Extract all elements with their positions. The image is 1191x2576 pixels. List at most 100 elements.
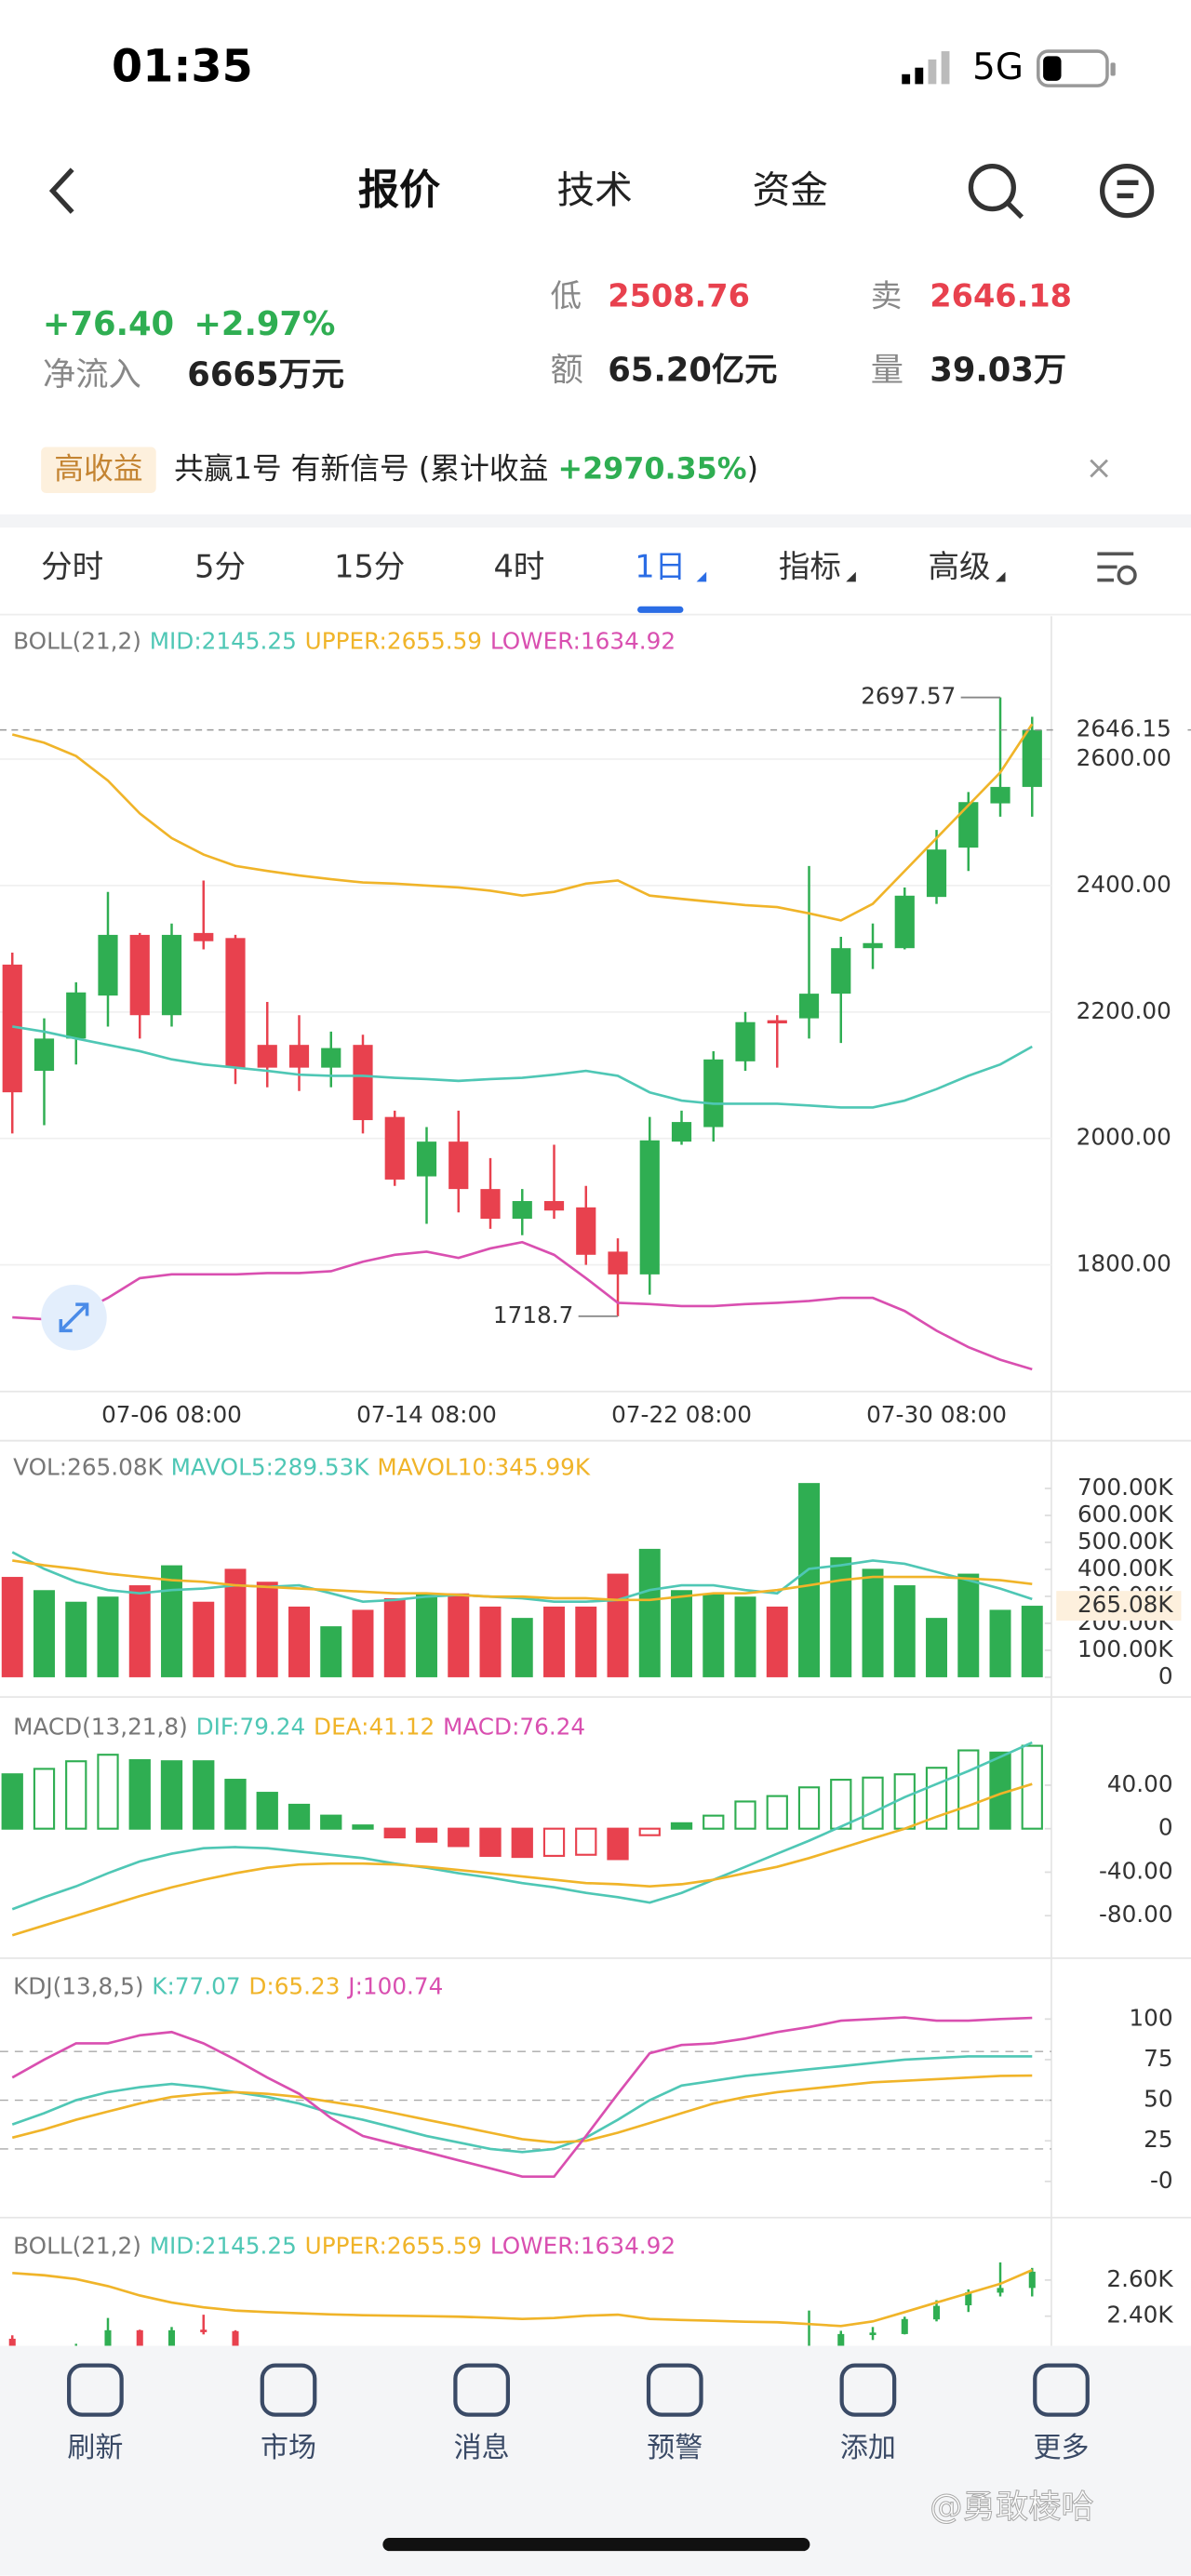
indicator-line bbox=[11, 2074, 1033, 2144]
amount-label: 额 bbox=[550, 351, 582, 389]
change-pct: +2.97% bbox=[194, 305, 335, 343]
x-tick-label: 07-14 08:00 bbox=[356, 1401, 497, 1428]
y-tick-label: 2200.00 bbox=[1077, 997, 1171, 1024]
macd-bar bbox=[734, 1800, 756, 1830]
macd-bar bbox=[448, 1827, 470, 1848]
expand-button[interactable] bbox=[41, 1284, 107, 1351]
candle-body bbox=[480, 1189, 501, 1220]
y-tick-label: -0 bbox=[1150, 2167, 1173, 2194]
volume-bar bbox=[161, 1565, 182, 1677]
candle-body bbox=[33, 1038, 55, 1072]
candles bbox=[8, 2262, 1036, 2346]
legend: KDJ(13,8,5) K:77.07 D:65.23 J:100.74 bbox=[13, 1973, 443, 2000]
candle-body bbox=[671, 1122, 692, 1142]
candle-body bbox=[512, 1201, 532, 1220]
macd-bar bbox=[607, 1827, 629, 1861]
y-tick-label: 500.00K bbox=[1077, 1528, 1173, 1555]
timeframe-tab[interactable]: 分时 bbox=[41, 549, 103, 585]
candle-body bbox=[2, 964, 22, 1093]
nav-tab[interactable]: 资金 bbox=[753, 167, 828, 212]
y-tick-label: -80.00 bbox=[1099, 1901, 1173, 1928]
volume-bar bbox=[128, 1585, 151, 1677]
amount: 65.20亿元 bbox=[608, 351, 777, 389]
tabbar: 刷新 市场 消息 预警 添加 更多 bbox=[67, 2363, 1090, 2464]
y-tick-label: 700.00K bbox=[1077, 1474, 1173, 1501]
macd-bar bbox=[352, 1824, 374, 1830]
tab-label[interactable]: 更多 bbox=[1034, 2432, 1090, 2464]
macd-bar bbox=[862, 1776, 884, 1830]
y-tick-label: 2000.00 bbox=[1077, 1124, 1171, 1151]
sell-label: 卖 bbox=[871, 277, 903, 314]
timeframe-tab[interactable]: 5分 bbox=[194, 549, 246, 585]
candle-body bbox=[576, 1207, 596, 1255]
y-tick-label: 2600.00 bbox=[1077, 744, 1171, 771]
macd-bar bbox=[160, 1760, 183, 1830]
back-button[interactable] bbox=[48, 167, 74, 214]
macd-bar bbox=[320, 1814, 342, 1830]
legend: BOLL(21,2) MID:2145.25 UPPER:2655.59 LOWER:… bbox=[13, 628, 676, 655]
candles bbox=[2, 697, 1042, 1316]
candle-body bbox=[200, 2329, 207, 2332]
indicator-line bbox=[11, 2055, 1033, 2154]
candle-body bbox=[416, 1141, 437, 1177]
tab-icon bbox=[646, 2363, 703, 2417]
indicator-line bbox=[11, 1741, 1033, 1911]
timeframe-tab[interactable]: 指标 bbox=[779, 549, 841, 585]
volume-bar bbox=[448, 1593, 470, 1677]
timeframe-tab[interactable]: 高级 bbox=[929, 549, 991, 585]
volume-bar bbox=[65, 1601, 87, 1677]
menu-button[interactable] bbox=[1100, 164, 1155, 219]
macd-bar bbox=[33, 1768, 56, 1830]
indicator-line bbox=[12, 2268, 1033, 2328]
timeframe-tab[interactable]: 15分 bbox=[334, 549, 405, 585]
tab-label[interactable]: 添加 bbox=[840, 2432, 896, 2464]
legend: VOL:265.08K MAVOL5:289.53K MAVOL10:345.99K bbox=[13, 1454, 591, 1481]
legend-item: MAVOL5:289.53K bbox=[171, 1454, 370, 1481]
volume-bar bbox=[193, 1601, 215, 1677]
banner-close-button[interactable] bbox=[1090, 459, 1108, 478]
tab-label[interactable]: 消息 bbox=[454, 2432, 510, 2464]
legend-item: J:100.74 bbox=[346, 1973, 443, 2000]
legend-item: MACD(13,21,8) bbox=[13, 1714, 188, 1741]
candle-body bbox=[932, 2305, 941, 2320]
candle-body bbox=[104, 2329, 112, 2346]
nav-tab[interactable]: 技术 bbox=[557, 167, 633, 212]
y-tick-label: 100.00K bbox=[1077, 1635, 1173, 1662]
candle-body bbox=[1028, 2271, 1036, 2289]
volume-bar bbox=[926, 1618, 947, 1677]
volume-bar bbox=[511, 1618, 533, 1677]
tab-label[interactable]: 刷新 bbox=[67, 2432, 123, 2464]
macd-bar bbox=[703, 1814, 725, 1830]
timeframe-tab[interactable]: 4时 bbox=[493, 549, 544, 585]
candle-body bbox=[98, 934, 118, 996]
candle-body bbox=[136, 2329, 143, 2346]
candle-body bbox=[384, 1116, 405, 1180]
tab-label[interactable]: 市场 bbox=[261, 2432, 316, 2464]
volume-bar bbox=[320, 1626, 342, 1677]
candle-body bbox=[353, 1045, 373, 1121]
macd-bar bbox=[128, 1758, 151, 1830]
macd-bar bbox=[638, 1827, 661, 1836]
y-tick-label: 50 bbox=[1144, 2086, 1172, 2113]
indicator-line bbox=[12, 1559, 1033, 1602]
y-tick-label: 25 bbox=[1144, 2126, 1172, 2153]
volume-bar bbox=[766, 1606, 788, 1677]
indicator-line bbox=[11, 2016, 1033, 2178]
candle-body bbox=[194, 932, 214, 941]
tab-label[interactable]: 预警 bbox=[647, 2432, 703, 2464]
search-button[interactable] bbox=[968, 164, 1024, 220]
volume-bar bbox=[97, 1596, 119, 1677]
nav-tab[interactable]: 报价 bbox=[358, 167, 441, 214]
change: +76.40 bbox=[43, 305, 174, 343]
candle-body bbox=[639, 1140, 660, 1275]
legend-item: K:77.07 bbox=[152, 1973, 240, 2000]
timeframe-tab[interactable]: 1日 bbox=[635, 549, 686, 585]
separator bbox=[0, 514, 1191, 528]
candle-body bbox=[288, 1045, 310, 1068]
settings-button[interactable] bbox=[1097, 552, 1137, 585]
y-tick-label: 75 bbox=[1144, 2045, 1172, 2072]
legend-item: LOWER:1634.92 bbox=[490, 628, 676, 655]
banner-bg[interactable] bbox=[0, 423, 1191, 514]
volume-bar bbox=[703, 1593, 725, 1677]
macd-bar bbox=[766, 1795, 788, 1830]
